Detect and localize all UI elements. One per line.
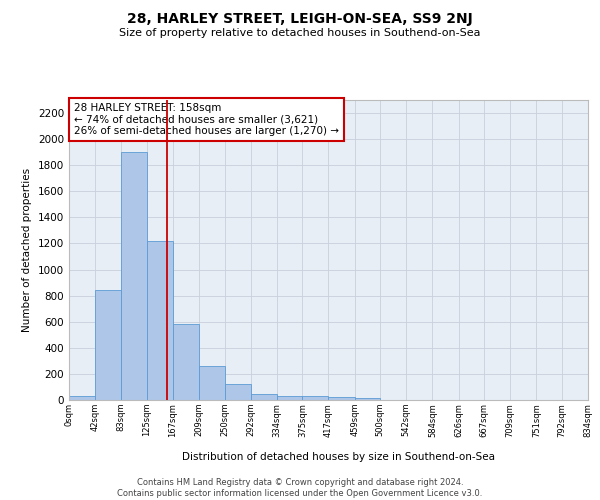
Text: Distribution of detached houses by size in Southend-on-Sea: Distribution of detached houses by size … bbox=[182, 452, 496, 462]
Text: Size of property relative to detached houses in Southend-on-Sea: Size of property relative to detached ho… bbox=[119, 28, 481, 38]
Bar bbox=[199, 366, 224, 400]
Bar bbox=[251, 394, 277, 400]
Y-axis label: Number of detached properties: Number of detached properties bbox=[22, 168, 32, 332]
Bar bbox=[277, 396, 302, 400]
Text: 28 HARLEY STREET: 158sqm
← 74% of detached houses are smaller (3,621)
26% of sem: 28 HARLEY STREET: 158sqm ← 74% of detach… bbox=[74, 103, 339, 136]
Text: 28, HARLEY STREET, LEIGH-ON-SEA, SS9 2NJ: 28, HARLEY STREET, LEIGH-ON-SEA, SS9 2NJ bbox=[127, 12, 473, 26]
Bar bbox=[173, 324, 199, 400]
Bar bbox=[95, 290, 121, 400]
Bar bbox=[355, 398, 380, 400]
Bar bbox=[224, 384, 251, 400]
Bar bbox=[69, 396, 95, 400]
Bar bbox=[302, 396, 329, 400]
Bar bbox=[121, 152, 147, 400]
Bar bbox=[147, 241, 173, 400]
Bar bbox=[329, 398, 355, 400]
Text: Contains HM Land Registry data © Crown copyright and database right 2024.
Contai: Contains HM Land Registry data © Crown c… bbox=[118, 478, 482, 498]
